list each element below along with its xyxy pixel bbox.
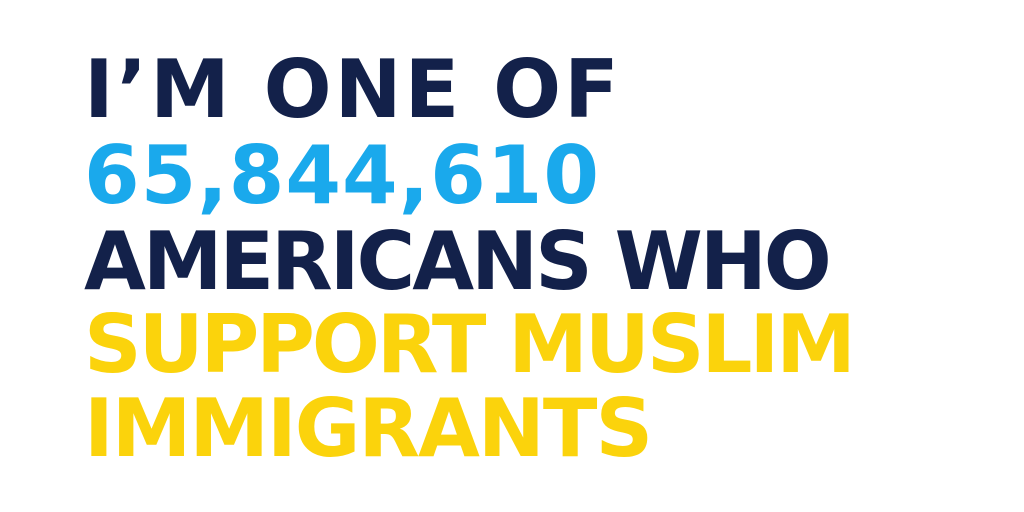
headline-line-3: AMERICANS WHO <box>84 215 832 308</box>
headline-line-1: I’M ONE OF <box>84 43 622 136</box>
headline-line-5: IMMIGRANTS <box>84 382 653 475</box>
headline-number: 65,844,610 <box>84 129 601 222</box>
headline-line-4: SUPPORT MUSLIM <box>84 298 856 391</box>
